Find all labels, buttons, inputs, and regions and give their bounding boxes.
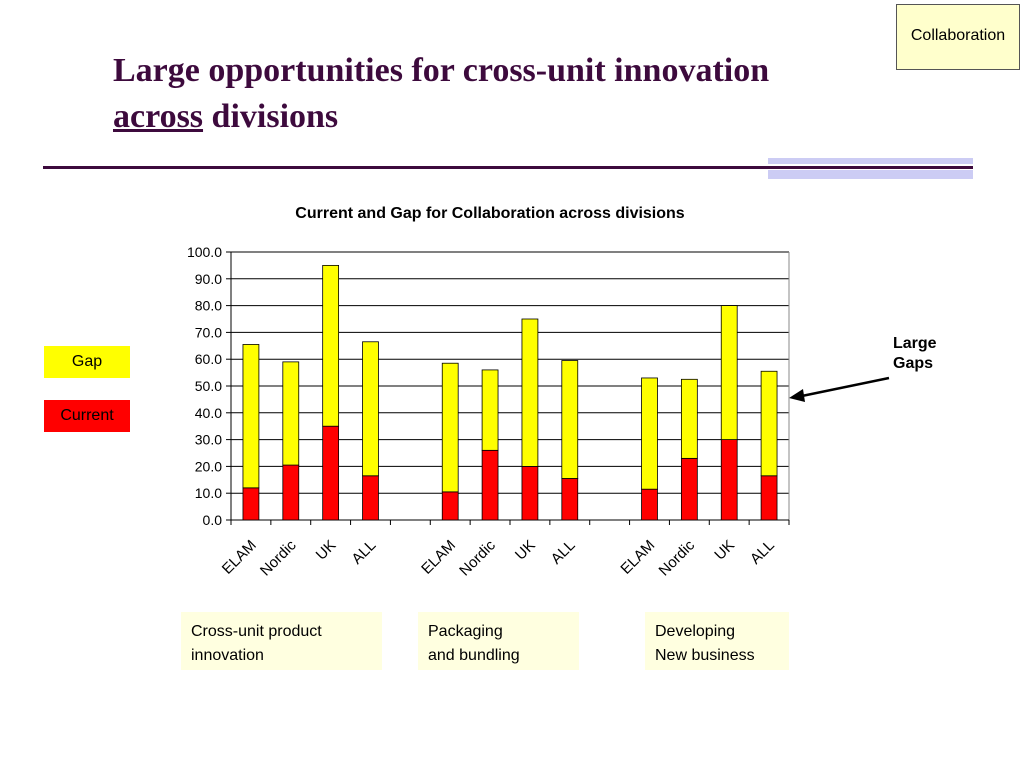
bar-current [322,425,340,521]
category-line-1: Developing [655,623,736,640]
category-label-box: Packaging and bundling [418,612,579,670]
decorative-stripe [768,170,973,179]
bar-gap [362,341,379,477]
y-tick-label: 100.0 [187,244,222,260]
x-tick-label: UK [313,537,340,564]
x-tick-label: ALL [348,537,379,568]
bar-gap [282,361,300,466]
bar-gap [720,305,738,441]
x-tick-label: ELAM [617,537,658,578]
y-tick-label: 70.0 [195,324,222,340]
category-label-box: Cross-unit product innovation [181,612,382,670]
bar-gap [441,362,459,493]
bar-current [641,488,658,521]
category-line-2: innovation [191,647,264,664]
slide-title: Large opportunities for cross-unit innov… [113,48,893,140]
y-tick-label: 0.0 [203,512,223,528]
legend-current: Current [44,400,130,432]
x-tick-label: UK [711,537,738,564]
bar-current [362,475,379,521]
y-tick-label: 10.0 [195,485,222,501]
x-tick-label: ELAM [219,537,260,578]
x-tick-label: UK [512,537,539,564]
legend-gap: Gap [44,346,130,378]
bar-current [680,457,698,521]
bar-gap [641,377,658,490]
callout-line-2: Gaps [893,355,934,372]
title-line-2-rest: divisions [203,98,339,135]
title-divider [43,166,973,169]
chart-title: Current and Gap for Collaboration across… [295,205,685,222]
y-tick-label: 20.0 [195,458,222,474]
title-underlined-word: across [113,98,204,135]
callout-arrow [789,376,890,402]
y-tick-label: 60.0 [195,351,222,367]
bar-gap [322,264,340,427]
bar-current [720,439,738,521]
x-tick-label: Nordic [257,536,300,579]
bar-current [282,464,300,521]
x-tick-label: ALL [548,537,579,568]
bar-current [441,491,459,521]
y-tick-label: 50.0 [195,378,222,394]
category-label-box: Developing New business [645,612,789,670]
bar-gap [521,318,539,467]
x-tick-label: ELAM [418,537,459,578]
category-line-2: New business [655,647,755,664]
bar-gap [561,360,579,479]
y-tick-label: 30.0 [195,432,222,448]
bar-current [561,478,579,521]
bar-current [760,475,778,521]
y-tick-label: 80.0 [195,298,222,314]
category-line-1: Packaging [428,623,503,640]
bar-gap [760,370,778,477]
title-line-1: Large opportunities for cross-unit innov… [113,52,770,89]
large-gaps-callout: Large Gaps [893,334,937,374]
x-tick-label: ALL [747,537,778,568]
x-tick-label: Nordic [456,536,499,579]
bar-gap [242,344,260,489]
bar-current [521,465,539,521]
bar-gap [481,369,499,451]
bar-gap [680,378,698,459]
bar-current [242,487,260,521]
x-tick-label: Nordic [656,536,699,579]
bar-current [481,449,499,521]
y-tick-label: 90.0 [195,271,222,287]
category-line-2: and bundling [428,647,520,664]
y-tick-label: 40.0 [195,405,222,421]
callout-line-1: Large [893,335,937,352]
category-line-1: Cross-unit product [191,623,322,640]
collaboration-tag: Collaboration [896,4,1020,70]
decorative-stripe [768,158,973,164]
